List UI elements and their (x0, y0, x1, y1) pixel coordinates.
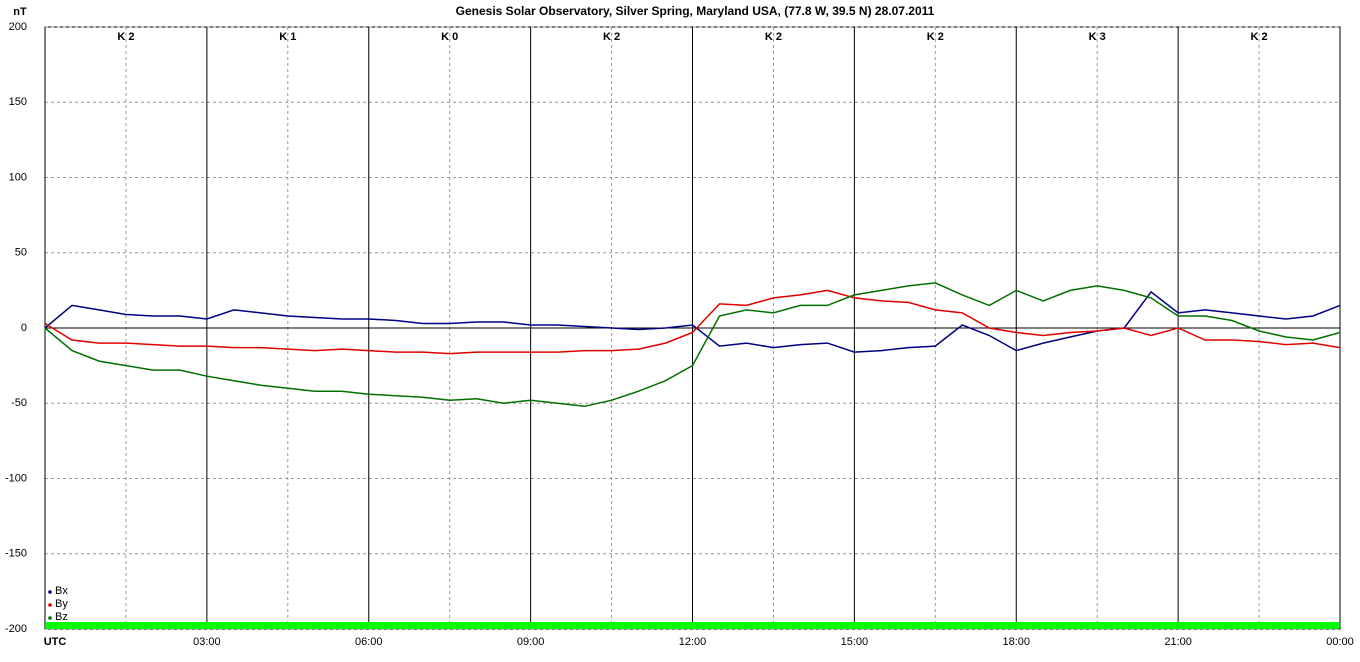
y-tick-label: 100 (9, 171, 27, 183)
y-axis-label: nT (13, 6, 27, 18)
x-tick-label: 21:00 (1164, 636, 1192, 648)
legend-label: Bx (55, 585, 68, 597)
y-tick-label: -50 (11, 397, 27, 409)
y-tick-label: 0 (21, 322, 27, 334)
x-tick-label: 06:00 (355, 636, 383, 648)
y-tick-label: 200 (9, 21, 27, 33)
x-tick-label: 18:00 (1002, 636, 1030, 648)
k-index-label: K 2 (765, 31, 782, 43)
y-tick-label: 50 (15, 247, 27, 259)
k-index-label: K 2 (117, 31, 134, 43)
series-line (44, 289, 1341, 355)
k-index-label: K 3 (1089, 31, 1106, 43)
x-tick-label: UTC (44, 636, 67, 648)
chart-title: Genesis Solar Observatory, Silver Spring… (456, 4, 935, 18)
series-line (44, 282, 1341, 408)
legend-marker (48, 590, 52, 594)
k-index-label: K 2 (1251, 31, 1268, 43)
legend-marker (48, 603, 52, 607)
x-tick-label: 15:00 (841, 636, 869, 648)
y-tick-label: -200 (5, 623, 27, 635)
k-index-label: K 1 (279, 31, 296, 43)
k-index-label: K 2 (603, 31, 620, 43)
legend-label: Bz (55, 611, 68, 623)
y-tick-label: 150 (9, 96, 27, 108)
x-tick-label: 00:00 (1326, 636, 1354, 648)
x-tick-label: 12:00 (679, 636, 707, 648)
status-bar (46, 622, 1339, 629)
legend-marker (48, 616, 52, 620)
y-tick-label: -100 (5, 472, 27, 484)
legend-label: By (55, 598, 68, 610)
y-tick-label: -150 (5, 548, 27, 560)
x-tick-label: 03:00 (193, 636, 221, 648)
x-tick-label: 09:00 (517, 636, 545, 648)
k-index-label: K 2 (927, 31, 944, 43)
k-index-label: K 0 (441, 31, 458, 43)
